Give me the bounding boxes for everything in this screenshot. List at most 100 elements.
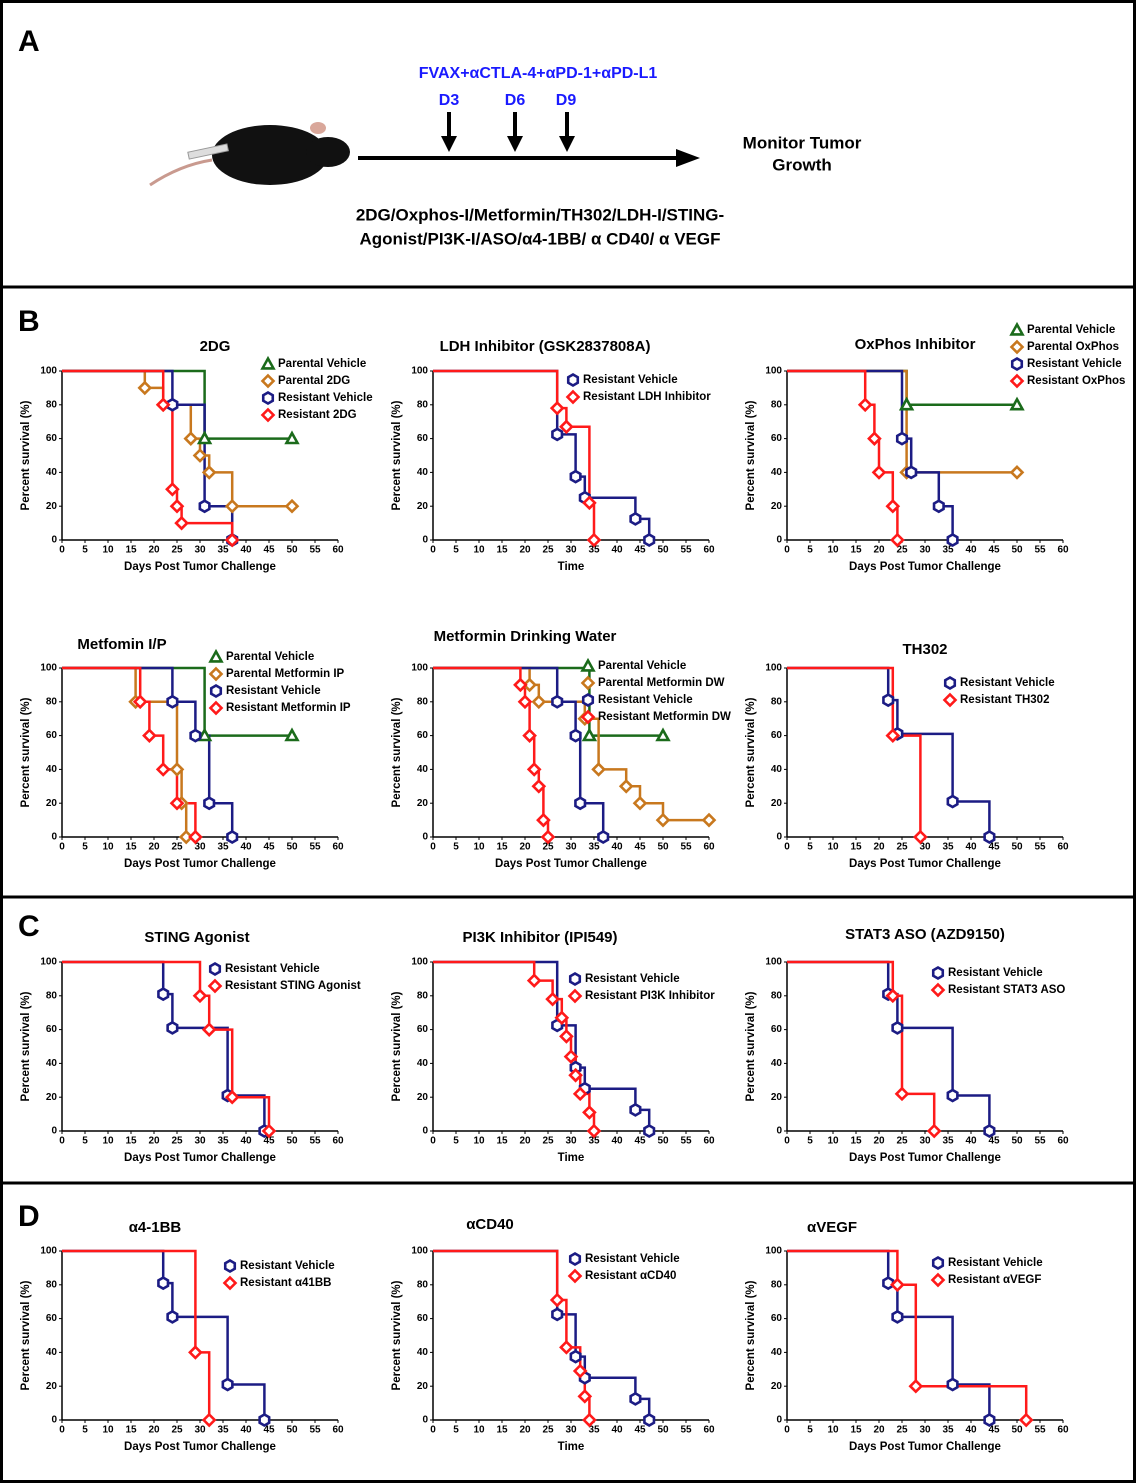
legend-entry: Parental Metformin IP (226, 668, 345, 680)
y-axis-label: Percent survival (%) (391, 1280, 403, 1390)
marker (549, 400, 565, 416)
x-tick-label: 50 (657, 1136, 669, 1147)
y-tick-label: 20 (771, 1381, 783, 1392)
y-tick-label: 80 (46, 1279, 58, 1290)
marker (946, 532, 959, 548)
x-tick-label: 20 (873, 1136, 885, 1147)
y-tick-label: 20 (417, 1381, 429, 1392)
legend-marker (931, 965, 945, 981)
y-tick-label: 100 (40, 1246, 57, 1257)
marker (155, 397, 171, 413)
y-tick-label: 100 (411, 1246, 428, 1257)
y-tick-label: 80 (771, 696, 783, 707)
x-tick-label: 10 (102, 1425, 114, 1436)
x-tick-label: 35 (588, 1136, 600, 1147)
marker (551, 1307, 564, 1322)
marker (898, 396, 915, 411)
legend-entry: Resistant Vehicle (226, 685, 321, 697)
marker (178, 829, 194, 845)
x-tick-label: 50 (657, 1425, 669, 1436)
x-tick-label: 35 (588, 842, 600, 853)
treatment-text: Agonist/PI3K-I/ASO/α4-1BB/ α CD40/ α VEG… (359, 229, 720, 248)
legend-marker (260, 407, 276, 423)
y-tick-label: 80 (417, 696, 429, 707)
x-tick-label: 0 (430, 545, 436, 556)
x-tick-label: 10 (473, 1136, 485, 1147)
marker (629, 1102, 642, 1117)
chart-title: Metformin Drinking Water (434, 628, 617, 645)
regimen: FVAX+αCTLA-4+αPD-1+αPD-L1 (419, 65, 658, 82)
marker (895, 431, 909, 446)
legend-entry: Resistant Vehicle (585, 973, 680, 985)
legend-marker (567, 988, 583, 1004)
x-tick-label: 25 (896, 1425, 908, 1436)
y-tick-label: 80 (417, 399, 429, 410)
legend-entry: Parental Vehicle (1027, 324, 1115, 336)
x-tick-label: 45 (263, 545, 275, 556)
legend-marker (942, 692, 958, 708)
y-tick-label: 100 (765, 957, 782, 968)
marker (536, 812, 551, 828)
x-tick-label: 0 (430, 1136, 436, 1147)
marker (572, 1086, 588, 1102)
x-axis-label: Days Post Tumor Challenge (124, 1152, 276, 1164)
x-tick-label: 15 (125, 1136, 137, 1147)
marker (582, 495, 597, 511)
legend-entry: Resistant Metformin DW (598, 711, 731, 723)
x-tick-label: 10 (827, 1425, 839, 1436)
legend-entry: Parental Vehicle (278, 358, 366, 370)
y-tick-label: 20 (417, 1092, 429, 1103)
marker (563, 1049, 579, 1064)
marker (890, 1277, 905, 1293)
x-tick-label: 15 (125, 842, 137, 853)
legend-marker (260, 355, 276, 370)
y-tick-label: 80 (46, 399, 58, 410)
marker (157, 987, 170, 1002)
legend-entry: Resistant TH302 (960, 694, 1049, 706)
y-tick-label: 20 (771, 1092, 783, 1103)
marker (183, 431, 199, 446)
legend-entry: Resistant Vehicle (960, 677, 1055, 689)
x-tick-label: 60 (332, 842, 344, 853)
marker (188, 829, 203, 845)
x-tick-label: 20 (519, 1136, 531, 1147)
x-tick-label: 35 (217, 1425, 229, 1436)
y-tick-label: 60 (771, 1024, 783, 1035)
y-tick-label: 80 (771, 1279, 783, 1290)
marker (203, 796, 216, 811)
x-tick-label: 45 (263, 842, 275, 853)
legend-entry: Resistant STAT3 ASO (948, 984, 1065, 996)
legend-entry: Resistant Vehicle (1027, 358, 1122, 370)
legend-entry: Resistant OxPhos (1027, 375, 1125, 387)
marker (983, 1412, 996, 1428)
x-tick-label: 20 (148, 545, 160, 556)
x-tick-label: 5 (807, 545, 813, 556)
y-tick-label: 80 (46, 696, 58, 707)
marker (885, 498, 901, 514)
y-tick-label: 0 (776, 535, 782, 546)
y-tick-label: 0 (51, 535, 57, 546)
marker (559, 1339, 574, 1355)
x-tick-label: 35 (942, 545, 954, 556)
legend-marker (565, 389, 581, 405)
marker (1009, 396, 1025, 411)
legend-entry: Parental Vehicle (598, 660, 686, 672)
x-axis-label: Days Post Tumor Challenge (849, 1441, 1001, 1453)
day-label: D9 (556, 92, 577, 109)
y-tick-label: 100 (765, 366, 782, 377)
legend-marker (567, 1268, 583, 1284)
y-tick-label: 100 (411, 957, 428, 968)
x-tick-label: 0 (430, 842, 436, 853)
marker (201, 1022, 217, 1037)
y-tick-label: 80 (417, 1279, 429, 1290)
y-tick-label: 20 (46, 798, 58, 809)
x-tick-label: 35 (588, 1425, 600, 1436)
y-axis-label: Percent survival (%) (20, 697, 32, 807)
marker (526, 973, 542, 988)
x-tick-label: 55 (309, 1136, 321, 1147)
y-tick-label: 0 (422, 535, 428, 546)
y-tick-label: 80 (417, 990, 429, 1001)
y-tick-label: 40 (46, 1347, 58, 1358)
x-axis-label: Time (558, 1441, 585, 1453)
